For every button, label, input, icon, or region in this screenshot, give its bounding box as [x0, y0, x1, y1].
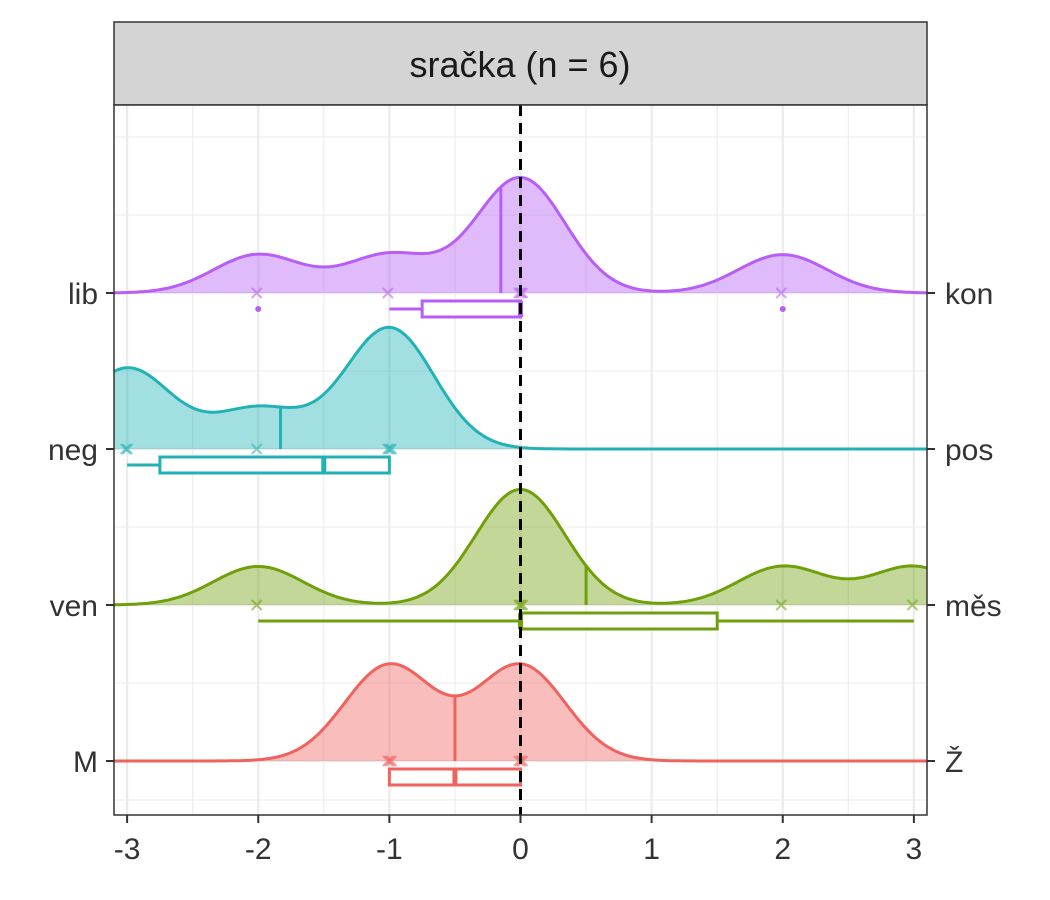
data-point-neg — [250, 443, 263, 455]
data-point-lib — [250, 287, 263, 299]
y-label-left-lib: lib — [68, 278, 98, 311]
data-point-lib — [382, 287, 394, 299]
data-point-neg — [382, 443, 394, 455]
data-point-ven — [513, 599, 525, 611]
strip-background — [113, 21, 928, 106]
y-label-left-ven: ven — [50, 590, 98, 623]
y-label-right-pos: pos — [945, 434, 993, 467]
data-point-neg — [383, 443, 396, 455]
axes: -3 -2 -1 0 1 2 3 lib kon neg pos ven měs M Ž — [48, 278, 1002, 866]
y-label-right-Ž: Ž — [945, 746, 963, 779]
y-label-left-neg: neg — [48, 434, 98, 467]
x-tick-label: -2 — [245, 833, 272, 866]
density-area-neg — [114, 327, 927, 449]
y-label-right-měs: měs — [945, 590, 1002, 623]
data-point-lib — [775, 287, 788, 299]
box-neg — [158, 455, 391, 475]
y-label-left-M: M — [73, 746, 98, 779]
outlier-lib — [779, 306, 786, 312]
data-point-neg — [121, 443, 134, 455]
data-point-ven — [906, 599, 919, 611]
data-point-M — [385, 755, 398, 767]
chart-title: sračka (n = 6) — [409, 44, 630, 85]
data-point-neg — [119, 443, 132, 455]
data-point-ven — [775, 599, 788, 611]
x-tick-label: 2 — [774, 833, 791, 866]
y-label-right-kon: kon — [945, 278, 993, 311]
box-lib — [420, 299, 522, 319]
data-point-ven — [515, 599, 527, 611]
data-point-M — [382, 755, 394, 767]
data-point-neg — [385, 443, 398, 455]
data-point-M — [383, 755, 396, 767]
outlier-lib — [255, 306, 262, 312]
x-tick-label: -3 — [114, 833, 141, 866]
x-tick-label: -1 — [376, 833, 403, 866]
data-point-ven — [250, 599, 263, 611]
x-tick-label: 1 — [643, 833, 660, 866]
x-tick-label: 3 — [906, 833, 923, 866]
box-ven — [519, 611, 719, 631]
x-tick-label: 0 — [512, 833, 529, 866]
